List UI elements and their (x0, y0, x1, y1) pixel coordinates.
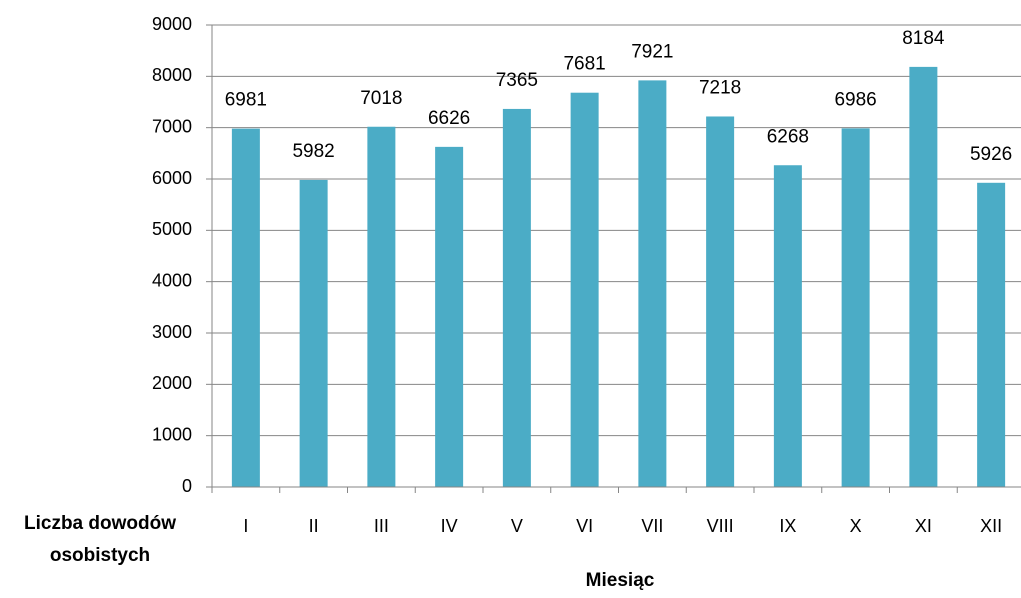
data-label: 6981 (225, 90, 267, 111)
x-tick-label: IV (441, 516, 458, 536)
data-label: 6986 (834, 89, 876, 110)
data-label: 7218 (699, 77, 741, 98)
x-tick-label: II (309, 516, 319, 536)
bar (841, 128, 870, 488)
bar (638, 80, 667, 487)
x-tick-label: I (243, 516, 248, 536)
bar (773, 165, 802, 487)
x-tick-label: X (850, 516, 862, 536)
data-label: 7681 (563, 54, 605, 75)
bar (299, 179, 328, 487)
data-label: 7365 (496, 70, 538, 91)
data-label: 7018 (360, 88, 402, 109)
data-label: 6268 (767, 126, 809, 147)
bar (977, 182, 1006, 488)
bar (909, 66, 938, 487)
bar (706, 116, 735, 487)
y-tick-label: 7000 (152, 116, 192, 136)
y-tick-label: 9000 (152, 14, 192, 34)
bar (570, 92, 599, 487)
x-tick-label: V (511, 516, 523, 536)
x-tick-label: XII (980, 516, 1002, 536)
y-tick-label: 0 (182, 476, 192, 496)
bar (231, 128, 260, 487)
bar (435, 146, 464, 487)
x-tick-label: VII (641, 516, 663, 536)
y-tick-label: 3000 (152, 322, 192, 342)
data-label: 7921 (631, 41, 673, 62)
x-tick-label: IX (779, 516, 796, 536)
y-tick-label: 4000 (152, 270, 192, 290)
y-tick-label: 1000 (152, 424, 192, 444)
x-tick-label: XI (915, 516, 932, 536)
y-tick-label: 8000 (152, 65, 192, 85)
bar (367, 126, 396, 487)
x-tick-label: VI (576, 516, 593, 536)
data-label: 6626 (428, 108, 470, 129)
y-axis-label: Liczba dowodów osobistych (24, 513, 176, 566)
y-tick-label: 2000 (152, 373, 192, 393)
bar (502, 108, 531, 488)
y-tick-label: 5000 (152, 219, 192, 239)
x-tick-label: VIII (707, 516, 734, 536)
y-tick-label: 6000 (152, 168, 192, 188)
data-label: 5982 (292, 141, 334, 162)
x-axis-label: Miesiąc (585, 570, 655, 591)
x-tick-label: III (374, 516, 389, 536)
data-label: 8184 (902, 28, 945, 49)
data-label: 5926 (970, 144, 1012, 165)
